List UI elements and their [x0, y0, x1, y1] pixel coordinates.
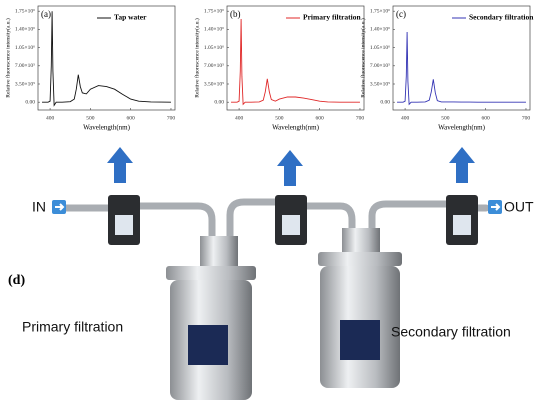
pipe: [226, 198, 280, 244]
y-tick-label: 1.75×10⁶: [370, 8, 390, 14]
plot-frame: [37, 5, 176, 111]
outlet-label: OUT: [504, 199, 534, 215]
x-tick-label: 400: [401, 115, 410, 121]
x-tick-label: 500: [441, 115, 450, 121]
x-axis-label: Wavelength(nm): [438, 124, 486, 132]
y-tick-label: 3.50×10⁵: [370, 81, 390, 87]
legend-label: Primary filtration: [303, 13, 362, 22]
plot-frame: [392, 5, 531, 111]
inlet-icon-arrow: [55, 203, 65, 211]
y-tick-label: 1.40×10⁶: [15, 27, 35, 33]
filter-label: [188, 325, 228, 365]
pipe: [302, 202, 356, 236]
series-line: [231, 18, 360, 106]
y-tick-label: 7.00×10⁵: [370, 63, 390, 69]
arrow: [107, 147, 133, 183]
screen: [453, 215, 471, 235]
y-tick-label: 0.00: [25, 99, 35, 105]
flow-arrows: [107, 147, 475, 186]
x-tick-label: 500: [86, 115, 95, 121]
legend-label: Tap water: [114, 13, 147, 22]
y-tick-label: 3.50×10⁵: [15, 81, 35, 87]
x-tick-label: 600: [316, 115, 325, 121]
y-tick-label: 1.75×10⁶: [15, 8, 35, 14]
y-tick-label: 1.05×10⁶: [204, 45, 224, 51]
y-axis-label: Relative fluorescence intensity(a.u.): [193, 18, 200, 98]
x-tick-label: 400: [235, 115, 244, 121]
x-tick-label: 600: [482, 115, 491, 121]
y-tick-label: 7.00×10⁵: [15, 63, 35, 69]
plot-frame: [226, 5, 365, 111]
x-axis-label: Wavelength(nm): [272, 124, 320, 132]
x-tick-label: 600: [127, 115, 136, 121]
x-axis-label: Wavelength(nm): [83, 124, 131, 132]
screen: [282, 215, 300, 235]
panel-label: (d): [8, 273, 25, 288]
y-axis-label: Relative fluorescence intensity(a.u.): [359, 18, 366, 98]
x-tick-label: 500: [275, 115, 284, 121]
filter-cap: [166, 266, 256, 280]
y-tick-label: 1.75×10⁶: [204, 8, 224, 14]
filter-label: [340, 320, 380, 360]
x-tick-label: 700: [356, 115, 365, 121]
arrow: [449, 147, 475, 183]
arrow: [277, 150, 303, 186]
filter-caption: Secondary filtration: [391, 324, 511, 340]
controllers: [108, 195, 478, 245]
x-tick-label: 700: [522, 115, 531, 121]
y-tick-label: 1.40×10⁶: [370, 27, 390, 33]
y-tick-label: 7.00×10⁵: [204, 63, 224, 69]
panel-label: (b): [230, 9, 241, 19]
panel-label: (c): [396, 9, 406, 19]
filters: [166, 228, 402, 400]
outlet-icon-arrow: [491, 203, 501, 211]
y-tick-label: 0.00: [380, 99, 390, 105]
y-tick-label: 1.05×10⁶: [370, 45, 390, 51]
pipes: [62, 198, 490, 244]
screen: [115, 215, 133, 235]
series-line: [397, 31, 526, 106]
valve: [342, 228, 380, 252]
y-tick-label: 1.40×10⁶: [204, 27, 224, 33]
y-axis-label: Relative fluorescence intensity(a.u.): [4, 18, 11, 98]
y-tick-label: 3.50×10⁵: [204, 81, 224, 87]
pipe: [136, 202, 216, 244]
pipe: [368, 200, 450, 236]
x-tick-label: 700: [167, 115, 176, 121]
y-tick-label: 1.05×10⁶: [15, 45, 35, 51]
filter-caption: Primary filtration: [22, 319, 123, 335]
filter-cap: [318, 252, 402, 266]
y-tick-label: 0.00: [214, 99, 224, 105]
series-line: [42, 11, 171, 107]
panel-label: (a): [41, 9, 51, 19]
legend-label: Secondary filtration: [469, 13, 534, 22]
valve: [200, 236, 238, 266]
inlet-label: IN: [32, 199, 46, 215]
x-tick-label: 400: [46, 115, 55, 121]
